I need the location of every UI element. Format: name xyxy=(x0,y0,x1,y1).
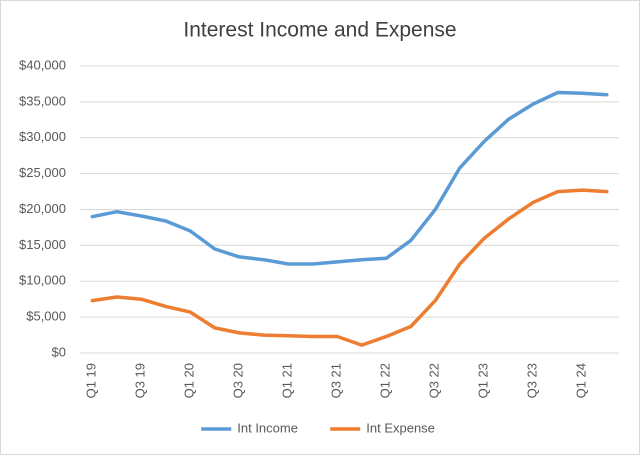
x-tick-label: Q1 19 xyxy=(84,363,99,398)
x-tick-label: Q1 22 xyxy=(378,363,393,398)
x-tick-label: Q1 21 xyxy=(280,363,295,398)
x-tick-label: Q3 22 xyxy=(427,363,442,398)
x-tick-label: Q1 20 xyxy=(182,363,197,398)
y-tick-label: $35,000 xyxy=(19,93,66,108)
y-tick-label: $10,000 xyxy=(19,273,66,288)
legend-label: Int Expense xyxy=(366,420,435,435)
y-tick-label: $25,000 xyxy=(19,165,66,180)
series-line xyxy=(90,188,609,347)
x-tick-label: Q3 23 xyxy=(525,363,540,398)
x-tick-label: Q3 20 xyxy=(231,363,246,398)
series-line xyxy=(90,90,609,266)
y-tick-label: $20,000 xyxy=(19,201,66,216)
chart-title: Interest Income and Expense xyxy=(183,19,456,42)
x-tick-label: Q1 24 xyxy=(574,363,589,398)
y-tick-label: $15,000 xyxy=(19,237,66,252)
y-tick-label: $5,000 xyxy=(26,309,66,324)
x-tick-label: Q3 19 xyxy=(133,363,148,398)
y-tick-label: $40,000 xyxy=(19,57,66,72)
x-tick-label: Q1 23 xyxy=(476,363,491,398)
y-tick-label: $30,000 xyxy=(19,129,66,144)
y-tick-label: $0 xyxy=(52,344,66,359)
x-tick-label: Q3 21 xyxy=(329,363,344,398)
legend-label: Int Income xyxy=(237,420,298,435)
